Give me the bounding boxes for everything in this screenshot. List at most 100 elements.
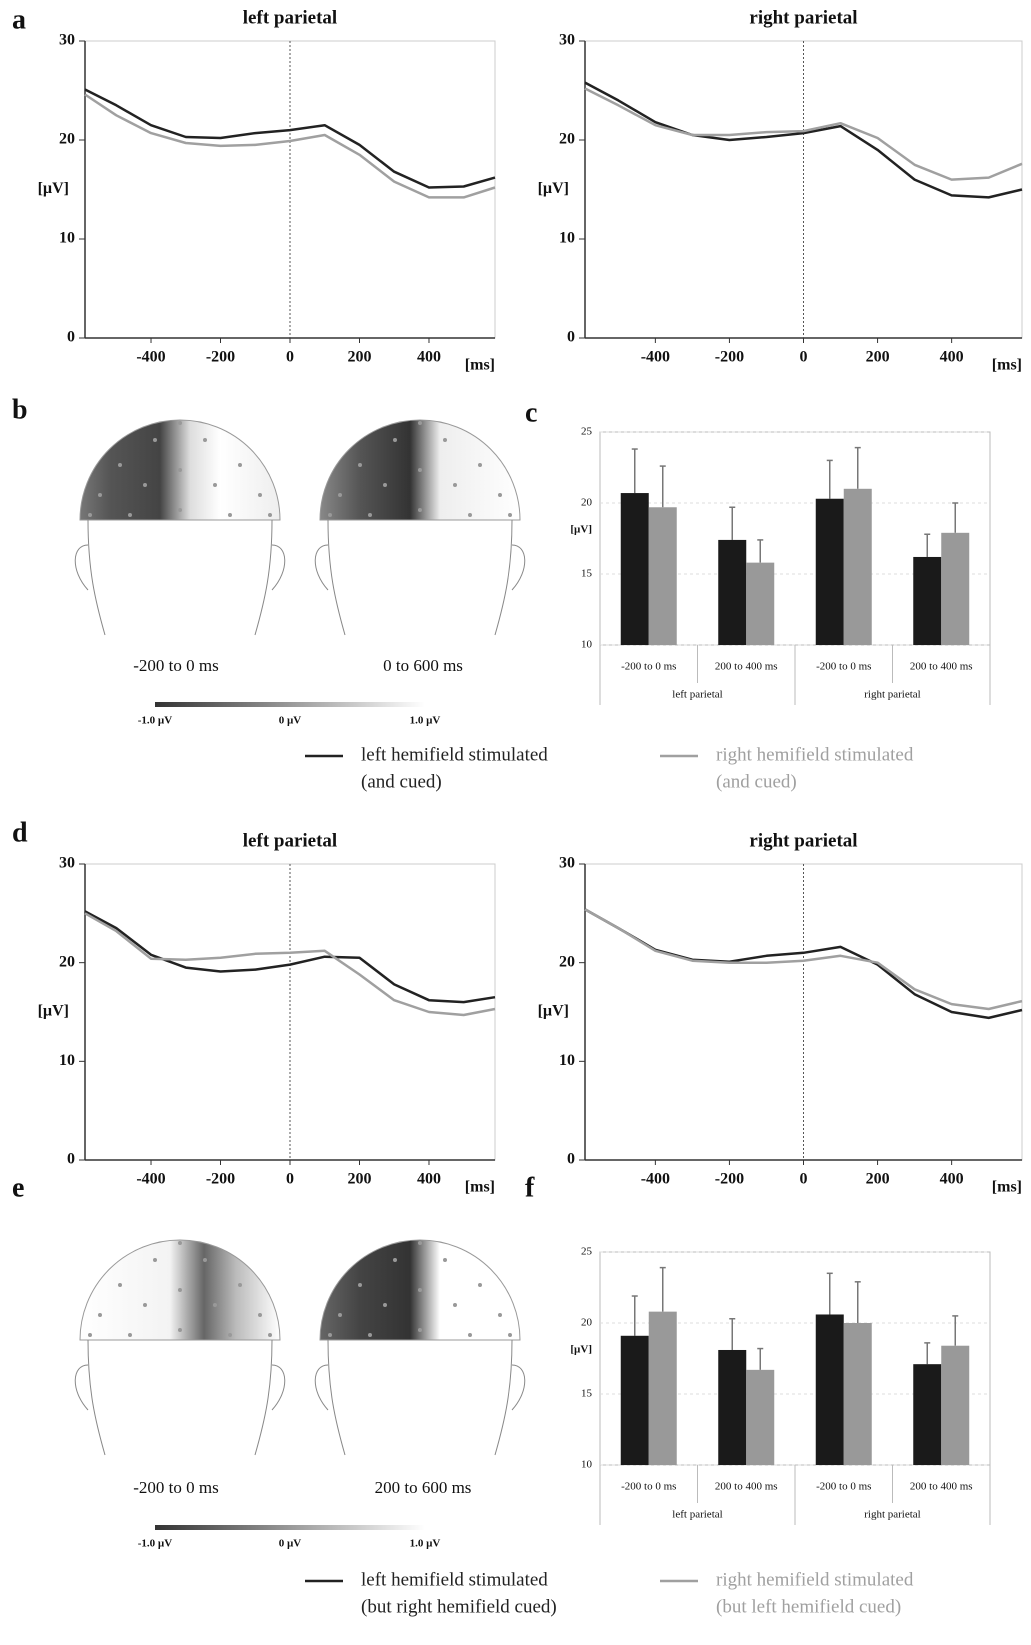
group-label: right parietal xyxy=(864,689,921,701)
x-tick-label: -200 to 0 ms xyxy=(816,661,871,673)
panel-letter: a xyxy=(12,4,26,35)
colorbar-label: 0 µV xyxy=(279,1538,302,1550)
electrode xyxy=(268,1333,272,1337)
head-outline xyxy=(327,1339,513,1456)
x-tick-label: 0 xyxy=(800,1171,808,1188)
electrode xyxy=(498,1313,502,1317)
x-tick-label: 0 xyxy=(286,1171,294,1188)
x-tick-label: 200 xyxy=(866,349,890,366)
y-tick-label: 30 xyxy=(559,32,575,49)
electrode xyxy=(418,1288,422,1292)
x-tick-label: -400 xyxy=(641,1171,670,1188)
x-tick-label: 400 xyxy=(417,1171,441,1188)
x-tick-label: 400 xyxy=(417,349,441,366)
electrode xyxy=(238,1283,242,1287)
electrode xyxy=(178,1241,182,1245)
panel-letter: e xyxy=(12,1172,24,1203)
electrode xyxy=(508,1333,512,1337)
electrode xyxy=(468,1333,472,1337)
y-tick-label: 10 xyxy=(581,1459,593,1471)
x-axis-label: [ms] xyxy=(465,357,495,374)
chart-title: left parietal xyxy=(243,7,337,28)
y-tick-label: 20 xyxy=(59,953,75,970)
head-outline xyxy=(87,519,273,636)
x-tick-label: 200 to 400 ms xyxy=(715,661,778,673)
electrode xyxy=(88,1333,92,1337)
x-tick-label: 400 xyxy=(940,1171,964,1188)
electrode xyxy=(418,468,422,472)
bar xyxy=(648,1311,677,1465)
electrode xyxy=(178,508,182,512)
electrode xyxy=(213,483,217,487)
colorbar-label: -1.0 µV xyxy=(138,715,173,727)
bar xyxy=(815,498,844,645)
y-tick-label: 10 xyxy=(59,1052,75,1069)
electrode xyxy=(98,493,102,497)
electrode xyxy=(258,493,262,497)
y-tick-label: 15 xyxy=(581,568,593,580)
x-tick-label: 200 to 400 ms xyxy=(715,1481,778,1493)
y-tick-label: 10 xyxy=(581,639,593,651)
colorbar xyxy=(155,1525,425,1530)
head-outline xyxy=(327,519,513,636)
colorbar-label: -1.0 µV xyxy=(138,1538,173,1550)
y-tick-label: 30 xyxy=(559,855,575,872)
legend-label: left hemifield stimulated xyxy=(361,744,548,765)
y-tick-label: 20 xyxy=(559,131,575,148)
head-outline xyxy=(87,1339,273,1456)
y-tick-label: 0 xyxy=(567,1151,575,1168)
series-line xyxy=(584,81,1023,199)
ear xyxy=(74,1364,286,1411)
bar xyxy=(843,1323,872,1465)
y-tick-label: 25 xyxy=(581,1246,593,1258)
electrode xyxy=(418,1241,422,1245)
electrode xyxy=(203,1258,207,1262)
panel-letter: c xyxy=(525,397,537,428)
ear xyxy=(74,544,286,591)
colorbar-label: 0 µV xyxy=(279,715,302,727)
colorbar-label: 1.0 µV xyxy=(410,715,441,727)
x-tick-label: 200 to 400 ms xyxy=(910,661,973,673)
series-line xyxy=(584,908,1023,1011)
legend-label: left hemifield stimulated xyxy=(361,1569,548,1590)
ear xyxy=(314,544,526,591)
bar xyxy=(620,493,649,645)
electrode xyxy=(143,1303,147,1307)
x-tick-label: -400 xyxy=(136,1171,165,1188)
electrode xyxy=(368,1333,372,1337)
y-tick-label: 25 xyxy=(581,426,593,438)
bar xyxy=(718,1349,747,1465)
map-label: -200 to 0 ms xyxy=(133,1478,218,1497)
electrode xyxy=(418,1328,422,1332)
legend-label: right hemifield stimulated xyxy=(716,1569,914,1590)
y-axis-label: [µV] xyxy=(38,180,69,197)
electrode xyxy=(153,438,157,442)
bar xyxy=(843,488,872,645)
panel-letter: d xyxy=(12,817,28,848)
map-label: 0 to 600 ms xyxy=(383,656,463,675)
series-line xyxy=(84,912,496,1017)
series-line xyxy=(84,88,496,189)
x-tick-label: -200 to 0 ms xyxy=(816,1481,871,1493)
panel-letter: f xyxy=(525,1172,535,1203)
x-tick-label: 0 xyxy=(800,349,808,366)
electrode xyxy=(228,1333,232,1337)
electrode xyxy=(478,463,482,467)
electrode xyxy=(453,1303,457,1307)
electrode xyxy=(228,513,232,517)
electrode xyxy=(498,493,502,497)
electrode xyxy=(453,483,457,487)
bar xyxy=(718,539,747,645)
electrode xyxy=(213,1303,217,1307)
electrode xyxy=(358,463,362,467)
colorbar xyxy=(155,702,425,707)
x-axis-label: [ms] xyxy=(992,1179,1022,1196)
y-tick-label: 10 xyxy=(559,1052,575,1069)
x-tick-label: 200 to 400 ms xyxy=(910,1481,973,1493)
y-tick-label: 20 xyxy=(559,953,575,970)
electrode xyxy=(368,513,372,517)
electrode xyxy=(178,1288,182,1292)
y-tick-label: 30 xyxy=(59,855,75,872)
y-tick-label: 10 xyxy=(59,230,75,247)
legend-label: (and cued) xyxy=(361,771,442,792)
